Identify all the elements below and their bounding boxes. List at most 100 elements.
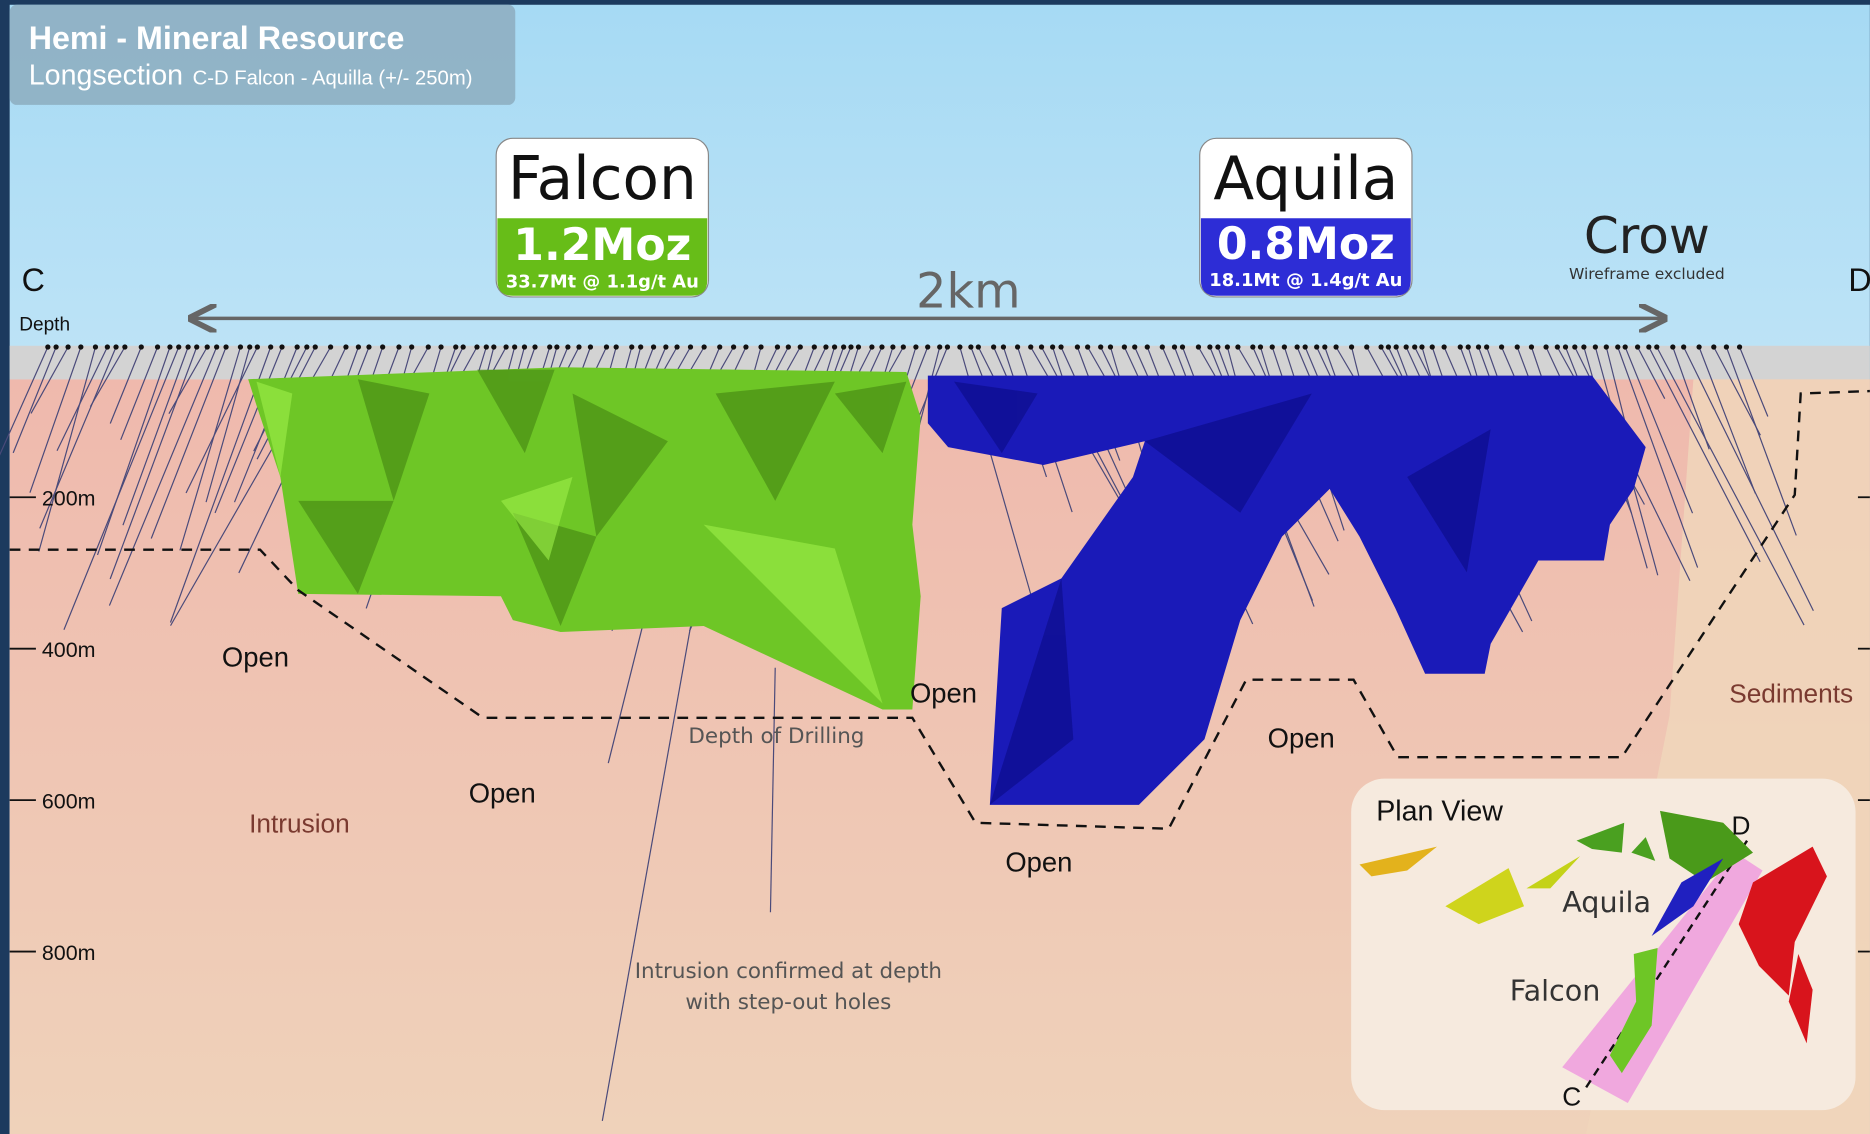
drill-hole: [1624, 346, 1694, 514]
collar: [1429, 344, 1435, 350]
card-band: [497, 218, 708, 296]
collar: [294, 344, 300, 350]
depth-of-drilling: Depth of Drilling: [688, 724, 864, 749]
drill-hole: [30, 346, 69, 414]
drill-hole: [38, 346, 97, 552]
drill-hole: [1648, 346, 1761, 563]
collar: [1441, 344, 1447, 350]
collar: [1581, 344, 1587, 350]
collar: [355, 344, 362, 350]
scale-label: 2km: [916, 265, 1020, 320]
collar: [1000, 344, 1007, 350]
drill-hole: [56, 346, 108, 452]
collar: [587, 344, 594, 350]
deposit-name: Falcon: [508, 145, 697, 214]
collar: [1711, 344, 1717, 350]
drilling-limit: [9, 389, 1870, 830]
collar: [409, 344, 415, 350]
collar: [532, 344, 538, 350]
collar: [185, 344, 191, 350]
drill-hole: [109, 346, 142, 424]
collar: [1049, 344, 1056, 350]
collar: [629, 344, 635, 350]
drill-hole: [1683, 346, 1814, 612]
drill-hole: [120, 346, 159, 441]
deposit-detail: 18.1Mt @ 1.4g/t Au: [1209, 270, 1402, 291]
collar: [1622, 344, 1628, 350]
plan-body: [1609, 947, 1658, 1074]
collar: [1654, 344, 1660, 350]
collar: [1696, 344, 1702, 350]
drill-hole: [122, 346, 189, 526]
collar: [1132, 344, 1138, 350]
collar: [512, 344, 518, 350]
step-out-note: Intrusion confirmed at depth: [635, 959, 942, 984]
drill-hole: [205, 346, 251, 503]
drill-hole: [39, 346, 117, 529]
aquila-shading: [954, 381, 1491, 805]
collar: [1603, 344, 1609, 350]
collar: [848, 344, 854, 350]
intrusion-label: Intrusion: [249, 808, 350, 838]
collar: [254, 344, 260, 350]
collar: [879, 344, 885, 350]
collar: [975, 344, 981, 350]
collar: [327, 344, 334, 350]
collar: [491, 344, 497, 350]
depth-label: 600m: [42, 789, 96, 813]
collar: [1235, 344, 1241, 350]
collar: [113, 344, 119, 350]
collar: [990, 344, 997, 350]
drill-hole: [108, 346, 218, 606]
collar: [701, 344, 707, 350]
collar: [1224, 344, 1231, 350]
drill-hole: [1698, 346, 1756, 494]
collar: [890, 344, 896, 350]
plan-label: Aquila: [1562, 885, 1651, 919]
crow-note: Wireframe excluded: [1569, 265, 1725, 283]
collar: [312, 344, 318, 350]
collar: [1074, 344, 1081, 350]
collar: [1294, 344, 1300, 350]
collar: [1646, 344, 1652, 350]
collar: [1058, 344, 1064, 350]
collar: [154, 344, 161, 350]
collar: [937, 344, 943, 350]
collar: [638, 344, 644, 350]
collar: [730, 344, 737, 350]
plan-body: [1651, 858, 1724, 937]
plan-body: [1526, 856, 1581, 889]
drill-hole: [96, 346, 171, 556]
collar: [104, 344, 110, 350]
collar: [92, 344, 99, 350]
collar: [758, 344, 764, 350]
collar: [1144, 344, 1150, 350]
deposit-ounces: 0.8Moz: [1217, 219, 1395, 270]
plan-body: [1631, 837, 1656, 861]
drill-hole: [168, 346, 208, 414]
collar: [1348, 344, 1355, 350]
collar: [603, 344, 610, 350]
open-label: Open: [1268, 723, 1335, 754]
open-labels: Open Open Open Open Open: [222, 642, 1335, 878]
drill-hole: [1672, 346, 1710, 450]
drill-hole: [89, 346, 126, 407]
collar: [483, 344, 489, 350]
collar: [855, 344, 862, 350]
collar: [1159, 344, 1165, 350]
plan-label: D: [1732, 811, 1751, 841]
collar: [1554, 344, 1560, 350]
collar: [521, 344, 528, 350]
collar: [1098, 344, 1104, 350]
collar: [811, 344, 817, 350]
drill-hole: [179, 346, 242, 551]
collar: [474, 344, 480, 350]
deposit-detail: 33.7Mt @ 1.1g/t Au: [506, 271, 699, 292]
plan-body: [1659, 810, 1754, 883]
collar: [1269, 344, 1275, 350]
collar: [1314, 344, 1320, 350]
depth-label: 400m: [42, 638, 96, 662]
collar: [1498, 344, 1505, 350]
collar: [438, 344, 444, 350]
